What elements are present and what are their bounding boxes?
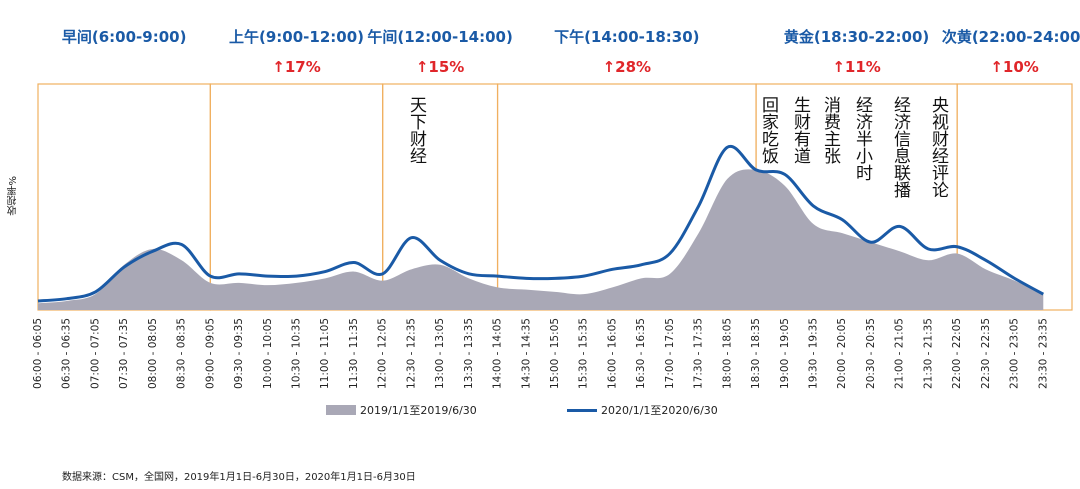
period-label-4: 黄金(18:30-22:00) [784, 28, 929, 46]
x-tick-16: 14:00 - 14:05 [492, 318, 504, 389]
series-area-2019 [38, 169, 1044, 310]
x-tick-31: 21:30 - 21:35 [922, 318, 934, 389]
series-line-2020 [37, 144, 1045, 303]
x-tick-7: 09:30 - 09:35 [233, 318, 245, 389]
x-tick-12: 12:00 - 12:05 [377, 318, 389, 389]
y-axis-label: 收视率% [8, 176, 19, 216]
period-label-1: 上午(9:00-12:00) [229, 28, 364, 46]
period-change-5: ↑10% [990, 58, 1038, 76]
annotation-3: 消费主张 [820, 96, 841, 165]
x-tick-15: 13:30 - 13:35 [463, 318, 475, 389]
x-tick-23: 17:30 - 17:35 [693, 318, 705, 389]
annotation-1: 回家吃饭 [758, 96, 779, 164]
legend-item-2020: 2020/1/1至2020/6/30 [567, 402, 718, 418]
x-tick-22: 17:00 - 17:05 [664, 318, 676, 389]
x-tick-layer: 06:00 - 06:05 06:30 - 06:35 07:00 - 07:05 0… [32, 318, 1049, 389]
x-tick-17: 14:30 - 14:35 [520, 318, 532, 389]
x-tick-33: 22:30 - 22:35 [980, 318, 992, 389]
x-tick-19: 15:30 - 15:35 [578, 318, 590, 389]
x-tick-25: 18:30 - 18:35 [750, 318, 762, 389]
x-tick-35: 23:30 - 23:35 [1037, 318, 1049, 389]
period-label-3: 下午(14:00-18:30) [554, 28, 699, 46]
legend-swatch-area [326, 405, 356, 415]
period-change-3: ↑28% [603, 58, 651, 76]
annotation-5: 经济信息联播 [890, 96, 911, 199]
annotation-0: 天下财经 [406, 96, 427, 164]
area-layer [38, 169, 1044, 310]
x-tick-34: 23:00 - 23:05 [1009, 318, 1021, 389]
x-tick-24: 18:00 - 18:05 [721, 318, 733, 389]
x-tick-14: 13:00 - 13:05 [434, 318, 446, 389]
annotation-6: 央视财经评论 [928, 96, 949, 198]
period-change-4: ↑11% [832, 58, 880, 76]
legend-label-2019: 2019/1/1至2019/6/30 [360, 404, 477, 417]
legend-item-2019: 2019/1/1至2019/6/30 [326, 402, 477, 418]
x-tick-20: 16:00 - 16:05 [606, 318, 618, 389]
period-change-1: ↑17% [272, 58, 320, 76]
legend-swatch-line [567, 408, 597, 412]
legend-label-2020: 2020/1/1至2020/6/30 [601, 404, 718, 417]
x-tick-8: 10:00 - 10:05 [262, 318, 274, 389]
x-tick-10: 11:00 - 11:05 [319, 318, 331, 389]
period-label-5: 次黄(22:00-24:00) [942, 28, 1080, 46]
annotation-4: 经济半小时 [852, 96, 873, 181]
period-label-0: 早间(6:00-9:00) [62, 28, 187, 46]
x-tick-26: 19:00 - 19:05 [779, 318, 791, 389]
x-tick-4: 08:00 - 08:05 [147, 318, 159, 389]
x-tick-2: 07:00 - 07:05 [89, 318, 101, 389]
x-tick-6: 09:00 - 09:05 [204, 318, 216, 389]
annotation-2: 生财有道 [790, 96, 811, 164]
x-tick-0: 06:00 - 06:05 [32, 318, 44, 389]
x-tick-28: 20:00 - 20:05 [836, 318, 848, 389]
line-layer [37, 144, 1045, 303]
x-tick-27: 19:30 - 19:35 [808, 318, 820, 389]
x-tick-18: 15:00 - 15:05 [549, 318, 561, 389]
x-tick-13: 12:30 - 12:35 [405, 318, 417, 389]
x-tick-1: 06:30 - 06:35 [61, 318, 73, 389]
period-label-2: 午间(12:00-14:00) [367, 28, 512, 46]
x-tick-11: 11:30 - 11:35 [348, 318, 360, 389]
data-source-note: 数据来源：CSM，全国网，2019年1月1日-6月30日，2020年1月1日-6… [62, 472, 416, 483]
period-change-2: ↑15% [416, 58, 464, 76]
x-tick-3: 07:30 - 07:35 [118, 318, 130, 389]
x-tick-9: 10:30 - 10:35 [291, 318, 303, 389]
x-tick-30: 21:00 - 21:05 [894, 318, 906, 389]
x-tick-5: 08:30 - 08:35 [176, 318, 188, 389]
x-tick-29: 20:30 - 20:35 [865, 318, 877, 389]
annotations-layer: 天下财经 回家吃饭 生财有道 消费主张 经济半小时 经济信息联播 央视财经评论 [406, 96, 949, 199]
x-tick-32: 22:00 - 22:05 [951, 318, 963, 389]
x-tick-21: 16:30 - 16:35 [635, 318, 647, 389]
